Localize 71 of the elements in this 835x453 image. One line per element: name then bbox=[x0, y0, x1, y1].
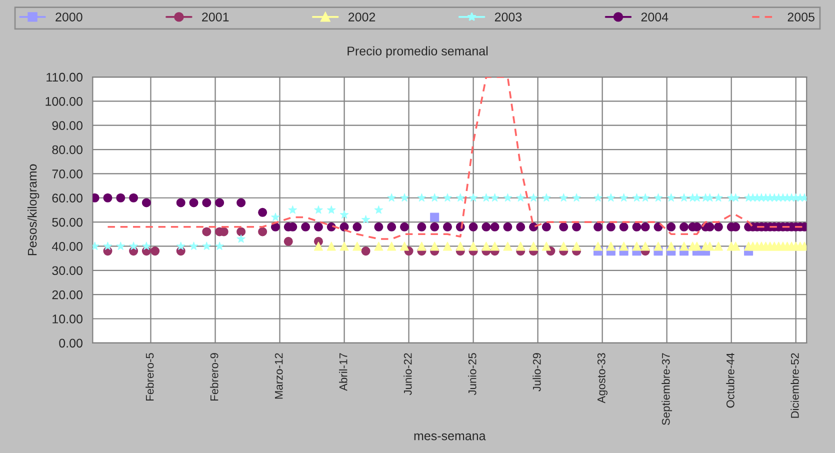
point bbox=[236, 227, 246, 236]
y-tick-label: 100.00 bbox=[46, 96, 82, 106]
point bbox=[284, 236, 293, 246]
y-tick-label: 40.00 bbox=[52, 242, 82, 251]
x-tick-label: Octubre-44 bbox=[726, 352, 734, 408]
point bbox=[640, 242, 650, 251]
y-tick-label: 80.00 bbox=[52, 145, 82, 154]
point bbox=[731, 242, 740, 251]
chart-title: Precio promedio semanal bbox=[348, 46, 488, 58]
point bbox=[559, 242, 568, 251]
point bbox=[387, 242, 396, 251]
point bbox=[680, 242, 689, 251]
point bbox=[654, 242, 663, 251]
point bbox=[714, 242, 723, 251]
x-tick-label: Septiembre-37 bbox=[662, 353, 672, 426]
y-tick-label: 0.00 bbox=[59, 338, 82, 348]
y-tick-label: 10.00 bbox=[52, 314, 82, 324]
x-tick-label: Marzo-12 bbox=[274, 353, 283, 399]
point bbox=[606, 242, 616, 251]
x-tick-label: Febrero-9 bbox=[210, 353, 218, 401]
point bbox=[352, 242, 362, 251]
x-tick-label: Junio-22 bbox=[404, 353, 412, 396]
point bbox=[468, 242, 478, 251]
x-axis-title: mes-semana bbox=[414, 433, 486, 440]
point bbox=[482, 242, 491, 251]
y-tick-label: 70.00 bbox=[52, 170, 82, 178]
y-tick-label: 60.00 bbox=[52, 194, 82, 203]
point bbox=[632, 242, 642, 251]
y-tick-label: 90.00 bbox=[52, 121, 82, 130]
point bbox=[314, 242, 323, 251]
point bbox=[542, 242, 551, 251]
point bbox=[430, 212, 440, 222]
point bbox=[150, 246, 160, 256]
point bbox=[666, 242, 676, 251]
x-tick-label: Agosto-33 bbox=[597, 353, 608, 404]
legend-label: 2005 bbox=[788, 12, 814, 22]
legend-label: 2000 bbox=[56, 12, 82, 22]
point bbox=[490, 242, 500, 251]
point bbox=[619, 242, 628, 251]
x-tick-label: Diciembre-52 bbox=[790, 353, 799, 418]
y-tick-label: 30.00 bbox=[52, 266, 82, 276]
point bbox=[374, 242, 384, 251]
legend-label: 2001 bbox=[202, 12, 229, 22]
point bbox=[442, 242, 452, 251]
y-tick-label: 50.00 bbox=[52, 218, 82, 227]
legend-label: 2003 bbox=[494, 12, 522, 22]
point bbox=[705, 242, 714, 251]
point bbox=[361, 246, 370, 256]
x-tick-label: Abril-17 bbox=[339, 353, 348, 391]
point bbox=[400, 242, 410, 251]
point bbox=[456, 242, 465, 251]
y-tick-label: 20.00 bbox=[52, 290, 82, 300]
x-tick-label: Junio-25 bbox=[468, 353, 476, 396]
point bbox=[572, 242, 582, 251]
point bbox=[516, 242, 526, 251]
y-tick-label: 110.00 bbox=[46, 72, 82, 82]
point bbox=[417, 242, 426, 251]
point bbox=[340, 242, 349, 251]
point bbox=[258, 227, 268, 236]
legend-label: 2004 bbox=[641, 12, 668, 22]
point bbox=[202, 227, 212, 236]
y-axis-title: Pesos/kilogramo bbox=[28, 164, 40, 256]
legend-label: 2002 bbox=[348, 12, 376, 22]
point bbox=[326, 242, 336, 251]
point bbox=[528, 242, 538, 251]
point bbox=[503, 242, 512, 251]
point bbox=[594, 242, 603, 251]
x-tick-label: Febrero-5 bbox=[146, 353, 154, 401]
point bbox=[692, 242, 702, 251]
point bbox=[430, 242, 440, 251]
x-tick-label: Julio-29 bbox=[532, 353, 541, 392]
